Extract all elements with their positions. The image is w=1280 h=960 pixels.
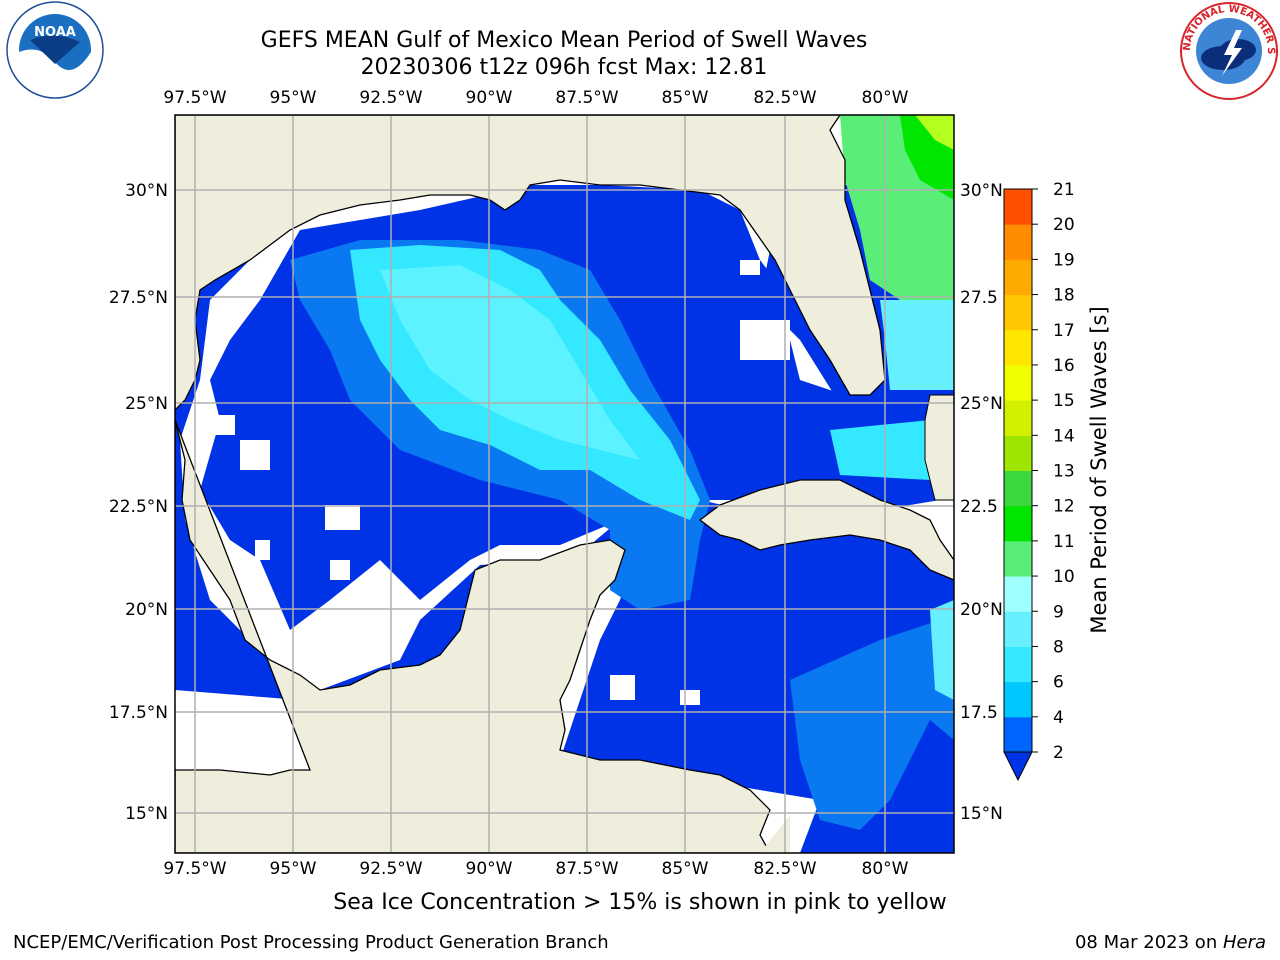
lat-tick-right: 30°N bbox=[960, 181, 1003, 201]
no-data-specks bbox=[215, 260, 790, 705]
lon-tick-bottom: 87.5°W bbox=[555, 859, 618, 879]
lat-tick-right: 20°N bbox=[960, 600, 1003, 620]
lat-tick-left: 22.5°N bbox=[109, 497, 168, 517]
atlantic-swell-tip bbox=[915, 115, 954, 150]
colorbar-tick-label: 12 bbox=[1053, 497, 1075, 517]
sea-ice-note: Sea Ice Concentration > 15% is shown in … bbox=[333, 890, 947, 915]
lon-tick-top: 82.5°W bbox=[753, 88, 816, 108]
colorbar-tick-label: 8 bbox=[1053, 637, 1064, 657]
land-florida-keys-bahamas bbox=[924, 394, 954, 501]
footer-date: 08 Mar 2023 on Hera bbox=[1075, 932, 1266, 953]
footer-host: Hera bbox=[1222, 932, 1266, 953]
lon-tick-bottom: 85°W bbox=[662, 859, 709, 879]
colorbar-tick-label: 14 bbox=[1053, 426, 1075, 446]
lat-tick-left: 27.5°N bbox=[109, 288, 168, 308]
colorbar-tick-label: 15 bbox=[1053, 391, 1075, 411]
noaa-logo-text: NOAA bbox=[34, 25, 76, 40]
lat-tick-right: 15°N bbox=[960, 804, 1003, 824]
colorbar-tick-label: 4 bbox=[1053, 708, 1064, 728]
lon-tick-bottom: 82.5°W bbox=[753, 859, 816, 879]
lon-tick-top: 95°W bbox=[270, 88, 317, 108]
land-honduras-south bbox=[760, 815, 790, 853]
colorbar-segment bbox=[1004, 611, 1032, 647]
lon-tick-bottom: 95°W bbox=[270, 859, 317, 879]
grid-lines bbox=[175, 115, 954, 853]
lat-tick-left: 30°N bbox=[125, 181, 168, 201]
map-frame bbox=[174, 114, 955, 854]
colorbar-segment bbox=[1004, 576, 1032, 612]
land-mexico bbox=[175, 419, 771, 853]
noaa-logo: NOAA bbox=[6, 1, 104, 99]
colorbar-under-arrow bbox=[1003, 751, 1033, 782]
colorbar-tick-label: 6 bbox=[1053, 673, 1064, 693]
colorbar-segment bbox=[1004, 646, 1032, 683]
swell-4-6s-inner bbox=[380, 265, 640, 460]
lon-tick-top: 90°W bbox=[466, 88, 513, 108]
colorbar-tick-label: 11 bbox=[1053, 532, 1075, 552]
lat-tick-left: 20°N bbox=[125, 600, 168, 620]
colorbar-segment bbox=[1004, 294, 1032, 331]
lat-tick-right: 27.5 bbox=[960, 288, 998, 308]
colorbar-segment bbox=[1004, 224, 1032, 260]
colorbar-segment bbox=[1004, 470, 1032, 507]
colorbar-tick-label: 21 bbox=[1053, 180, 1075, 200]
nws-logo: NATIONAL WEATHER SERVICE bbox=[1178, 0, 1278, 100]
land-us-gulf-coast bbox=[175, 115, 886, 411]
lon-tick-bottom: 92.5°W bbox=[359, 859, 422, 879]
lon-tick-bottom: 97.5°W bbox=[163, 859, 226, 879]
straits-cyan bbox=[830, 420, 930, 480]
colorbar: 2 4 6 8 9 10 11 12 13 14 15 16 17 18 19 20 21 bbox=[1003, 180, 1075, 782]
lon-tick-bottom: 90°W bbox=[466, 859, 513, 879]
lon-tick-top: 92.5°W bbox=[359, 88, 422, 108]
lat-tick-right: 17.5 bbox=[960, 703, 998, 723]
caribbean-blue-patch bbox=[790, 600, 954, 830]
colorbar-segment bbox=[1004, 540, 1032, 577]
chart-subtitle-run: 20230306 t12z 096h fcst Max: 12.81 bbox=[360, 55, 768, 80]
colorbar-tick-label: 20 bbox=[1053, 215, 1075, 235]
colorbar-segment bbox=[1004, 716, 1032, 753]
colorbar-tick-label: 16 bbox=[1053, 356, 1075, 376]
lon-tick-top: 80°W bbox=[862, 88, 909, 108]
map-area bbox=[175, 115, 954, 853]
lat-tick-left: 15°N bbox=[125, 804, 168, 824]
colorbar-segment bbox=[1004, 681, 1032, 718]
lon-tick-top: 87.5°W bbox=[555, 88, 618, 108]
colorbar-segment bbox=[1004, 259, 1032, 296]
chart-title: GEFS MEAN Gulf of Mexico Mean Period of … bbox=[260, 28, 868, 53]
lon-tick-top: 85°W bbox=[662, 88, 709, 108]
lat-tick-left: 17.5°N bbox=[109, 703, 168, 723]
colorbar-label: Mean Period of Swell Waves [s] bbox=[1087, 306, 1111, 633]
colorbar-segment bbox=[1004, 329, 1032, 366]
colorbar-segment bbox=[1004, 364, 1032, 401]
lat-tick-right: 25°N bbox=[960, 394, 1003, 414]
colorbar-segment bbox=[1004, 189, 1032, 225]
colorbar-segment bbox=[1004, 505, 1032, 542]
lon-tick-bottom: 80°W bbox=[862, 859, 909, 879]
caribbean-cyan-patch bbox=[930, 600, 954, 700]
land-cuba bbox=[698, 479, 954, 581]
colorbar-tick-label: 19 bbox=[1053, 250, 1075, 270]
colorbar-tick-label: 9 bbox=[1053, 602, 1064, 622]
colorbar-tick-label: 18 bbox=[1053, 286, 1075, 306]
footer-date-text: 08 Mar 2023 on bbox=[1074, 932, 1223, 953]
lat-tick-left: 25°N bbox=[125, 394, 168, 414]
colorbar-segment bbox=[1004, 435, 1032, 471]
atlantic-light-cyan bbox=[880, 300, 954, 390]
lon-tick-top: 97.5°W bbox=[163, 88, 226, 108]
footer-credit: NCEP/EMC/Verification Post Processing Pr… bbox=[13, 932, 609, 953]
colorbar-tick-label: 17 bbox=[1053, 321, 1075, 341]
colorbar-tick-label: 10 bbox=[1053, 567, 1075, 587]
colorbar-segment bbox=[1004, 400, 1032, 436]
colorbar-tick-label: 13 bbox=[1053, 462, 1075, 482]
colorbar-tick-label: 2 bbox=[1053, 743, 1064, 763]
lat-tick-right: 22.5 bbox=[960, 497, 998, 517]
